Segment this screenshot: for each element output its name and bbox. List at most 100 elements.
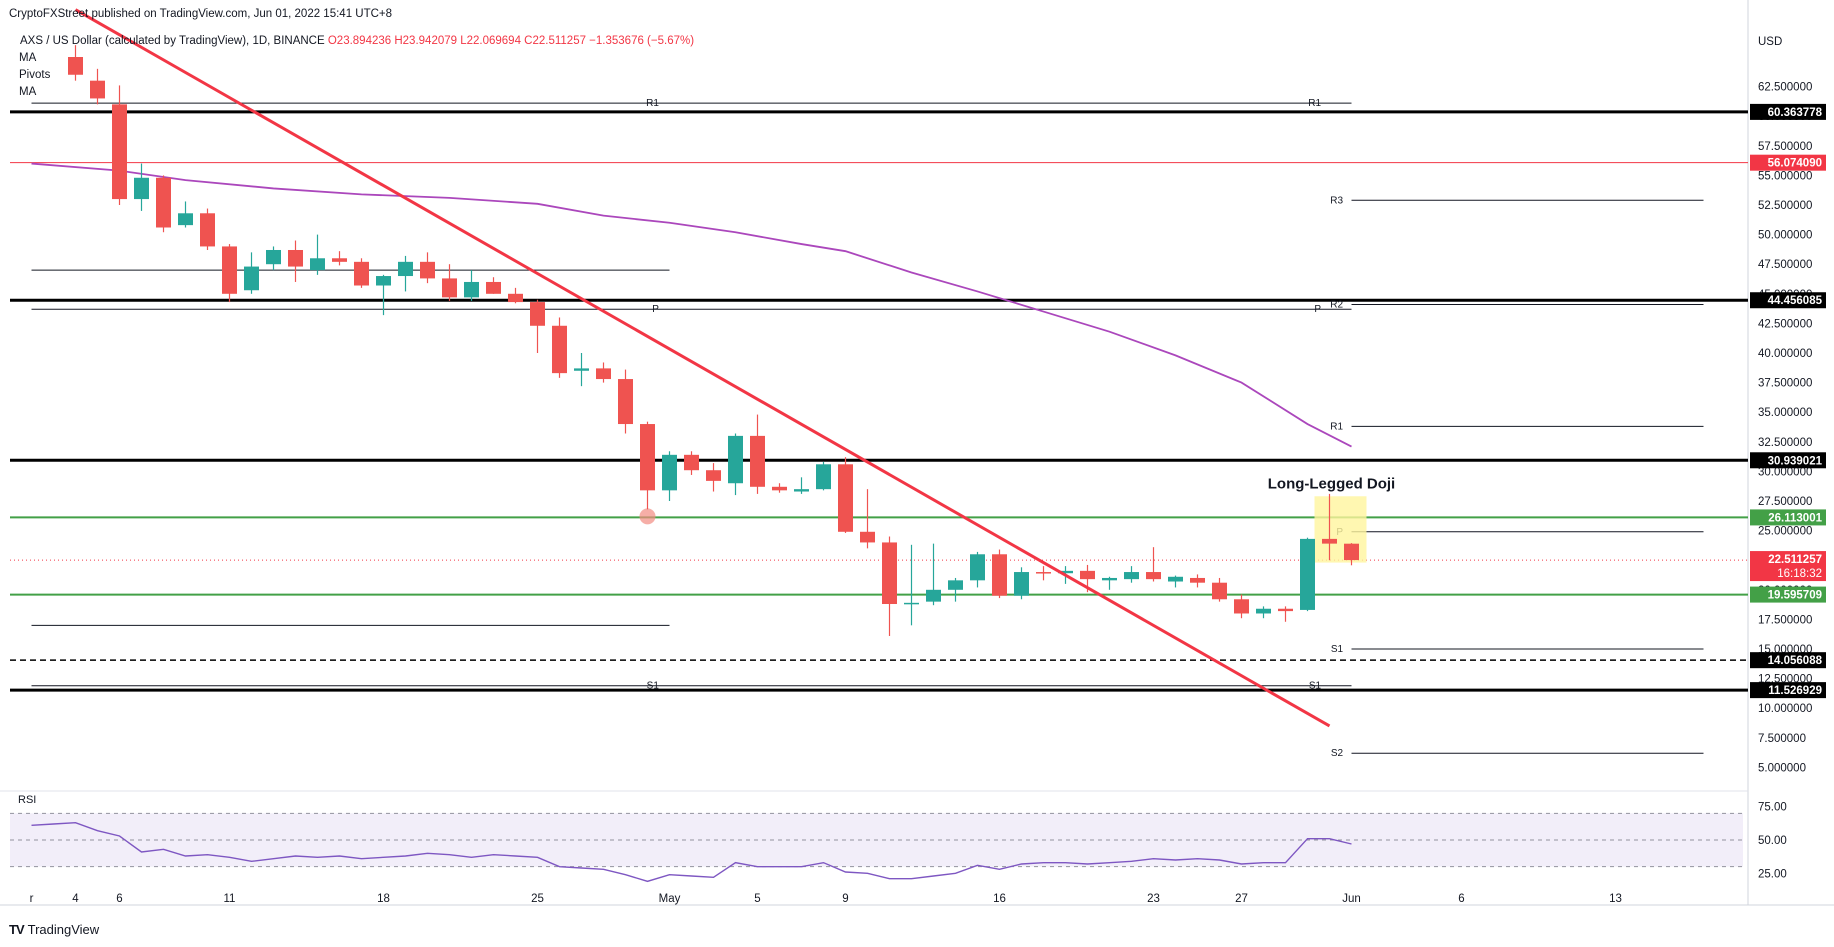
price-tick-label: 7.500000 — [1758, 733, 1806, 745]
candle-body — [1146, 572, 1161, 580]
candle-body — [1124, 572, 1139, 580]
currency-label: USD — [1758, 36, 1782, 48]
candle — [662, 451, 677, 501]
candle-body — [662, 454, 677, 491]
indicator-ma-2[interactable]: MA — [19, 86, 37, 98]
candle — [376, 274, 391, 316]
indicator-ma-1[interactable]: MA — [19, 52, 37, 64]
pivot-label: R2 — [1330, 299, 1343, 310]
candle-body — [288, 249, 303, 267]
candle-body — [1256, 608, 1271, 614]
time-tick-label: 18 — [377, 893, 390, 905]
candle — [728, 433, 743, 496]
pivot-label: R1 — [1308, 98, 1321, 109]
candle — [1278, 606, 1293, 622]
time-tick-label: 23 — [1147, 893, 1160, 905]
price-tick-label: 10.000000 — [1758, 703, 1812, 715]
candle-body — [1300, 538, 1315, 610]
candle — [310, 234, 325, 275]
candle — [354, 258, 369, 288]
candle-body — [574, 368, 589, 371]
candle — [442, 264, 457, 301]
candle — [508, 287, 523, 304]
time-tick-label: May — [659, 893, 681, 905]
level-price-label: 60.363778 — [1768, 107, 1823, 119]
candle — [816, 461, 831, 491]
pivot-label: S2 — [1331, 748, 1344, 759]
candle — [398, 255, 413, 292]
pivot-levels: R1PS1R1PS1R3R2R1PS1S2 — [31, 98, 1704, 759]
candle — [486, 277, 501, 294]
time-tick-label: 27 — [1235, 893, 1248, 905]
level-price-tag — [1750, 154, 1826, 171]
key-levels — [10, 110, 1748, 692]
level-price-tag — [1750, 452, 1826, 469]
symbol-title: AXS / US Dollar (calculated by TradingVi… — [20, 35, 325, 47]
candle — [882, 536, 897, 636]
price-tick-label: 50.000000 — [1758, 230, 1812, 242]
candle — [992, 549, 1007, 599]
price-marker — [639, 508, 656, 525]
candle — [1256, 606, 1271, 619]
candle — [574, 353, 589, 387]
level-price-label: 44.456085 — [1768, 295, 1823, 307]
tradingview-logo-icon: TV — [9, 922, 25, 937]
level-price-label: 26.113001 — [1768, 512, 1822, 524]
price-tick-label: 27.500000 — [1758, 496, 1812, 508]
candle-body — [1278, 608, 1293, 612]
candle — [948, 577, 963, 602]
candle-body — [178, 213, 193, 226]
candle-body — [640, 424, 655, 491]
tradingview-label: TradingView — [27, 922, 100, 937]
candle — [178, 201, 193, 228]
candle-body — [486, 281, 501, 294]
level-price-label: 14.056088 — [1768, 655, 1823, 667]
candle — [1190, 574, 1205, 588]
bar-countdown-label: 16:18:32 — [1777, 568, 1822, 580]
candle — [684, 451, 699, 475]
candle — [134, 163, 149, 211]
time-tick-label: 6 — [116, 893, 122, 905]
price-tick-label: 37.500000 — [1758, 378, 1812, 390]
price-axis: USD5.0000007.50000010.00000012.50000015.… — [1750, 36, 1826, 774]
candle — [750, 414, 765, 494]
candle-body — [750, 435, 765, 487]
candle-body — [992, 554, 1007, 596]
candle-body — [508, 293, 523, 303]
time-tick-label: 13 — [1609, 893, 1622, 905]
candle — [706, 463, 721, 492]
candle-body — [926, 589, 941, 602]
candle — [464, 270, 479, 301]
level-price-label: 11.526929 — [1768, 685, 1822, 697]
level-price-tag — [1750, 103, 1826, 120]
pivot-label: S1 — [1331, 644, 1344, 655]
candle-body — [1102, 577, 1117, 581]
price-tick-label: 55.000000 — [1758, 170, 1812, 182]
price-tick-label: 42.500000 — [1758, 318, 1812, 330]
candle-body — [222, 246, 237, 294]
candle — [112, 85, 127, 205]
price-tick-label: 57.500000 — [1758, 141, 1812, 153]
candle-body — [530, 302, 545, 326]
level-price-tag — [1750, 586, 1826, 603]
candle-body — [464, 281, 479, 298]
candle-body — [354, 261, 369, 286]
candle-body — [112, 104, 127, 200]
indicator-pivots[interactable]: Pivots — [19, 69, 51, 81]
candle — [1036, 566, 1051, 581]
candle-body — [200, 213, 215, 247]
pivot-label: R1 — [646, 98, 659, 109]
tradingview-brand[interactable]: TV TradingView — [9, 922, 99, 937]
pivot-label: R3 — [1330, 195, 1343, 206]
candle — [772, 483, 787, 493]
candle-body — [376, 276, 391, 286]
candle-body — [134, 177, 149, 200]
candle-body — [1058, 570, 1073, 574]
candle-body — [244, 266, 259, 291]
rsi-panel: RSI 25.00 50.00 75.00 — [10, 794, 1787, 883]
candle-body — [1190, 577, 1205, 583]
level-price-label: 56.074090 — [1768, 158, 1822, 170]
doji-annotation: Long-Legged Doji — [639, 475, 1395, 563]
candle — [420, 252, 435, 284]
